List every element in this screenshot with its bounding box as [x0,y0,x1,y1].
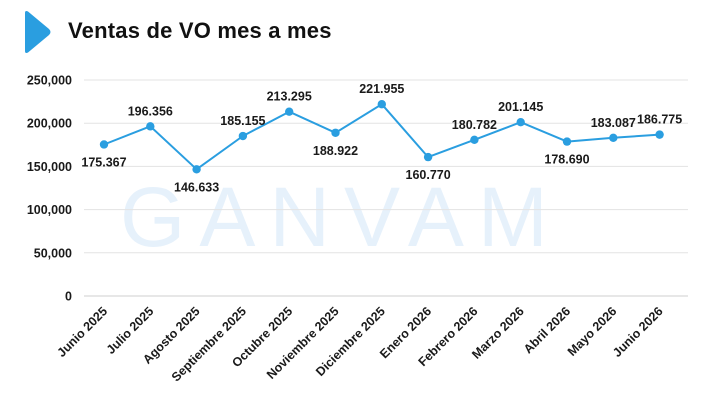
data-label: 196.356 [128,104,173,118]
x-tick-label: Junio 2026 [610,304,666,360]
data-point [562,137,572,146]
data-point [285,107,294,116]
data-label: 183.087 [591,116,636,130]
data-label: 186.775 [637,113,682,127]
data-point [377,100,386,109]
data-point [99,140,109,149]
y-axis: 0 50,000 100,000 150,000 200,000 250,000 [27,74,72,304]
data-point [609,133,618,143]
data-label: 180.782 [452,118,497,132]
data-label: 201.145 [498,100,543,114]
data-label: 175.367 [81,155,126,169]
data-label: 146.633 [174,180,219,194]
y-tick-label: 50,000 [34,246,72,260]
y-tick-label: 100,000 [27,203,72,217]
data-label: 160.770 [406,168,451,182]
y-tick-label: 0 [65,290,72,304]
data-point [238,131,248,141]
watermark: GANVAM [120,170,562,264]
watermark-text: GANVAM [120,170,562,264]
chart-header: Ventas de VO mes a mes [0,0,720,62]
chevron-right-icon [25,11,51,53]
data-label: 221.955 [359,82,404,96]
data-point [470,135,479,145]
data-label: 188.922 [313,144,358,158]
data-point [516,118,525,127]
y-tick-label: 200,000 [27,117,72,131]
y-tick-label: 150,000 [27,160,72,174]
chart-title: Ventas de VO mes a mes [68,18,332,43]
data-point [423,152,433,162]
x-tick-label: Junio 2025 [55,304,111,360]
data-label: 185.155 [220,114,265,128]
data-point [192,165,201,174]
data-label: 178.690 [544,153,589,167]
data-point [146,122,155,131]
data-label: 213.295 [267,90,312,104]
y-tick-label: 250,000 [27,74,72,88]
data-points [99,100,664,174]
gridlines [84,79,688,297]
data-point [655,130,664,139]
data-point [331,128,340,137]
